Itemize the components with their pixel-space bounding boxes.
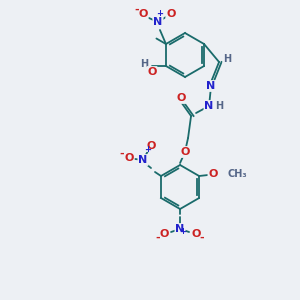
Text: N: N xyxy=(153,17,163,27)
Text: CH₃: CH₃ xyxy=(227,169,247,179)
Text: +: + xyxy=(156,10,164,19)
Text: -: - xyxy=(120,149,124,159)
Text: -: - xyxy=(200,233,204,243)
Text: N: N xyxy=(204,101,214,111)
Text: H: H xyxy=(223,54,231,64)
Text: O: O xyxy=(159,229,169,239)
Text: O: O xyxy=(191,229,201,239)
Text: O: O xyxy=(176,93,186,103)
Text: N: N xyxy=(176,224,185,234)
Text: +: + xyxy=(145,146,152,154)
Text: N: N xyxy=(206,81,216,91)
Text: N: N xyxy=(138,155,148,165)
Text: +: + xyxy=(180,226,187,236)
Text: O: O xyxy=(147,67,157,77)
Text: -: - xyxy=(156,233,161,243)
Text: H: H xyxy=(140,59,148,69)
Text: O: O xyxy=(180,147,190,157)
Text: O: O xyxy=(146,141,156,151)
Text: H: H xyxy=(215,101,223,111)
Text: O: O xyxy=(138,9,148,19)
Text: O: O xyxy=(124,153,134,163)
Text: O: O xyxy=(208,169,218,179)
Text: -: - xyxy=(135,5,139,15)
Text: O: O xyxy=(166,9,176,19)
